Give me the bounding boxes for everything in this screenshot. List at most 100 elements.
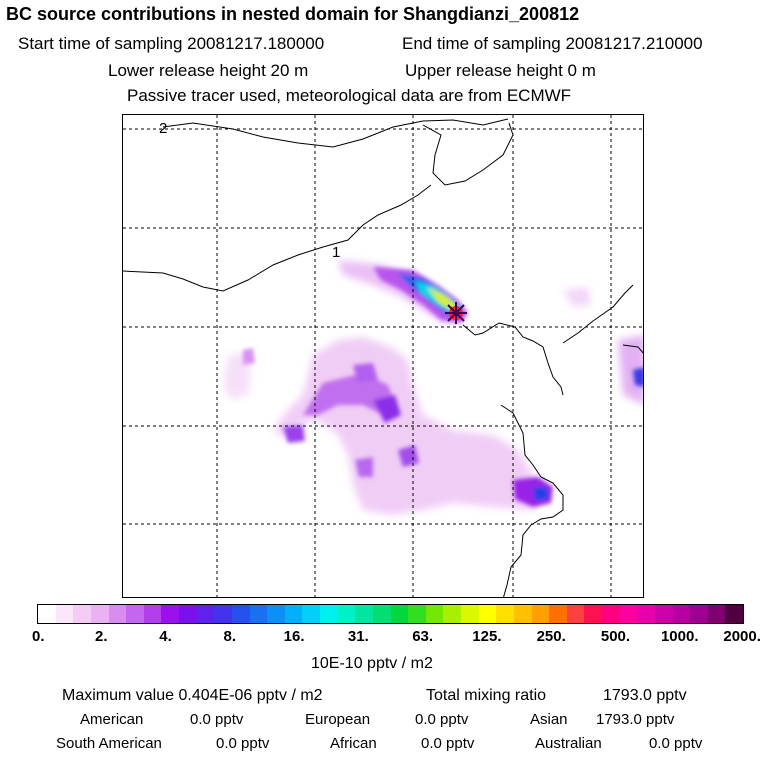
colorbar-segment [531,605,550,623]
map-svg: 2 1 [123,115,643,597]
south-american-label: South American [56,735,162,752]
total-mixing-ratio-label: Total mixing ratio [426,687,547,704]
colorbar-segment [231,605,250,623]
colorbar-segment [90,605,109,623]
border-line-mid [123,184,432,292]
lower-release-height-label: Lower release height 20 m [108,61,309,80]
colorbar-tick-label: 63. [412,628,434,645]
colorbar-tick-label: 4. [159,628,172,645]
african-value: 0.0 pptv [421,735,475,752]
asian-label: Asian [530,711,568,728]
colorbar-segment [161,605,179,623]
colorbar-segment [284,605,303,623]
coast-line-east-upper [422,122,514,186]
colorbar-segment [126,605,144,623]
colorbar-tick-label: 500. [600,628,631,645]
passive-tracer-note: Passive tracer used, meteorological data… [127,86,572,105]
star-icon [445,302,467,324]
colorbar-segment [602,605,620,623]
colorbar-segment [619,605,638,623]
south-american-value: 0.0 pptv [216,735,270,752]
plume-core-violet-a [373,395,401,423]
colorbar-segment [637,605,655,623]
colorbar-segment [443,605,461,623]
coast-line-korea-south [622,344,643,354]
colorbar-segment [513,605,532,623]
colorbar-segment [478,605,497,623]
coast-line-korea [562,284,634,344]
colorbar-segment [654,605,673,623]
plume-core-east-blue [533,487,549,501]
colorbar-tick-label: 8. [223,628,237,645]
colorbar-segment [179,605,197,623]
colorbar [37,604,744,624]
colorbar-segment [302,605,320,623]
map-panel: 2 1 [122,114,644,598]
colorbar-segment [707,605,726,623]
colorbar-segment [73,605,91,623]
colorbar-tick-label: 31. [347,628,369,645]
total-mixing-ratio-value: 1793.0 pptv [603,687,687,704]
colorbar-segment [38,605,56,623]
coastlines [123,118,643,597]
colorbar-segment [196,605,215,623]
colorbar-segment [214,605,232,623]
plume-core-violet-b [283,425,305,443]
colorbar-segment [143,605,162,623]
max-value-label: Maximum value 0.404E-06 pptv / m2 [62,687,323,704]
colorbar-segment [320,605,338,623]
start-time-label: Start time of sampling 20081217.180000 [18,34,325,53]
border-line-north [162,118,509,148]
colorbar-segment [672,605,691,623]
australian-label: Australian [535,735,602,752]
coast-line-bohai [462,322,564,396]
american-value: 0.0 pptv [190,711,244,728]
colorbar-segment [390,605,409,623]
colorbar-unit: 10E-10 pptv / m2 [311,655,433,672]
colorbar-tick-label: 1000. [660,628,699,645]
colorbar-segment [425,605,444,623]
colorbar-segment [55,605,74,623]
plume-region-northeast [563,287,591,307]
colorbar-segment [566,605,585,623]
colorbar-tick-label: 125. [472,628,502,645]
colorbar-segment [355,605,373,623]
plume-core-purple [303,373,398,415]
colorbar-segment [690,605,708,623]
colorbar-tick-label: 2000. [723,628,761,645]
colorbar-segment [249,605,268,623]
european-label: European [305,711,371,728]
colorbar-segment [337,605,356,623]
plume-core-pink [243,348,255,365]
colorbar-segment [725,605,743,623]
end-time-label: End time of sampling 20081217.210000 [402,34,703,53]
colorbar-segment [372,605,391,623]
contour-label-2: 2 [159,120,167,137]
lat-lon-grid [123,115,643,597]
plume-field [223,260,643,515]
plume-region-eastedge [618,335,643,405]
american-label: American [80,711,144,728]
colorbar-segment [108,605,127,623]
colorbar-tick-label: 16. [283,628,305,645]
colorbar-segment [461,605,479,623]
colorbar-segment [584,605,602,623]
asian-value: 1793.0 pptv [596,711,675,728]
colorbar-segment [549,605,567,623]
upper-release-height-label: Upper release height 0 m [405,61,596,80]
plume-core-violet-c [353,363,378,383]
plume-core-violet-d [398,445,419,467]
colorbar-tick-label: 250. [536,628,566,645]
plume-north-yellow [427,287,457,311]
coast-line-shandong [500,404,564,597]
plume-core-eastedge-blue [633,367,643,387]
european-value: 0.0 pptv [415,711,469,728]
contour-label-1: 1 [332,244,340,261]
colorbar-segment [496,605,514,623]
african-label: African [330,735,377,752]
colorbar-segment [267,605,285,623]
colorbar-tick-label: 0. [31,628,45,645]
colorbar-tick-label: 2. [95,628,108,645]
australian-value: 0.0 pptv [649,735,703,752]
map-title: BC source contributions in nested domain… [6,4,580,24]
